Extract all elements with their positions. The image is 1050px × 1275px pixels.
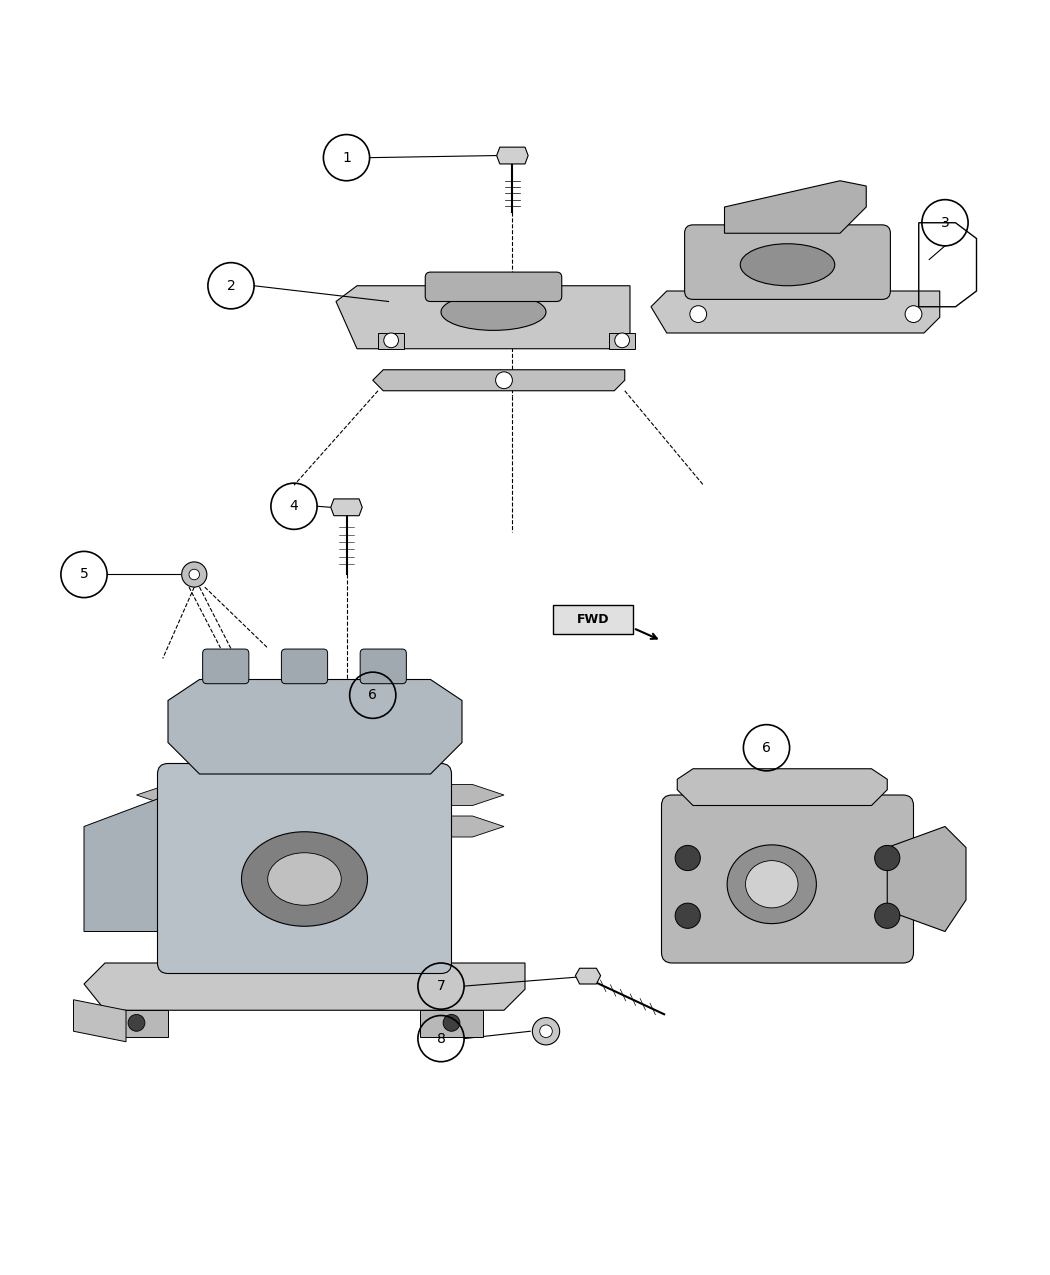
Circle shape bbox=[128, 1015, 145, 1031]
FancyBboxPatch shape bbox=[685, 224, 890, 300]
Polygon shape bbox=[168, 680, 462, 774]
Circle shape bbox=[675, 903, 700, 928]
Polygon shape bbox=[336, 286, 630, 349]
Text: 2: 2 bbox=[227, 279, 235, 293]
Ellipse shape bbox=[740, 244, 835, 286]
FancyBboxPatch shape bbox=[360, 649, 406, 683]
Polygon shape bbox=[609, 333, 635, 349]
Text: 3: 3 bbox=[941, 215, 949, 230]
Polygon shape bbox=[651, 291, 940, 333]
Polygon shape bbox=[575, 968, 601, 984]
Circle shape bbox=[905, 306, 922, 323]
Text: 1: 1 bbox=[342, 150, 351, 164]
FancyBboxPatch shape bbox=[281, 649, 328, 683]
FancyBboxPatch shape bbox=[203, 649, 249, 683]
Polygon shape bbox=[378, 333, 404, 349]
FancyBboxPatch shape bbox=[662, 796, 914, 963]
Polygon shape bbox=[331, 499, 362, 515]
Polygon shape bbox=[105, 1010, 168, 1037]
Polygon shape bbox=[84, 963, 525, 1010]
Circle shape bbox=[675, 845, 700, 871]
Circle shape bbox=[443, 1015, 460, 1031]
Ellipse shape bbox=[746, 861, 798, 908]
Polygon shape bbox=[420, 1010, 483, 1037]
Circle shape bbox=[875, 845, 900, 871]
Text: 7: 7 bbox=[437, 979, 445, 993]
Text: 6: 6 bbox=[762, 741, 771, 755]
Circle shape bbox=[532, 1017, 560, 1046]
Ellipse shape bbox=[242, 831, 368, 926]
Circle shape bbox=[540, 1025, 552, 1038]
Polygon shape bbox=[497, 147, 528, 164]
Polygon shape bbox=[724, 181, 866, 233]
Circle shape bbox=[875, 903, 900, 928]
Circle shape bbox=[690, 306, 707, 323]
Circle shape bbox=[384, 333, 399, 348]
Polygon shape bbox=[74, 1000, 126, 1042]
Circle shape bbox=[614, 333, 629, 348]
Circle shape bbox=[182, 562, 207, 586]
Circle shape bbox=[496, 372, 512, 389]
Polygon shape bbox=[677, 769, 887, 806]
Text: FWD: FWD bbox=[578, 613, 609, 626]
Circle shape bbox=[189, 569, 200, 580]
Polygon shape bbox=[887, 826, 966, 932]
FancyBboxPatch shape bbox=[158, 764, 452, 974]
Polygon shape bbox=[136, 784, 504, 806]
Polygon shape bbox=[373, 370, 625, 390]
Polygon shape bbox=[84, 796, 168, 932]
Ellipse shape bbox=[441, 293, 546, 330]
Text: 6: 6 bbox=[369, 688, 377, 703]
Polygon shape bbox=[136, 816, 504, 836]
FancyBboxPatch shape bbox=[425, 272, 562, 301]
Text: 4: 4 bbox=[290, 500, 298, 514]
Text: 8: 8 bbox=[437, 1031, 445, 1046]
Ellipse shape bbox=[268, 853, 341, 905]
Text: 5: 5 bbox=[80, 567, 88, 581]
Ellipse shape bbox=[727, 845, 817, 923]
FancyBboxPatch shape bbox=[553, 604, 633, 635]
